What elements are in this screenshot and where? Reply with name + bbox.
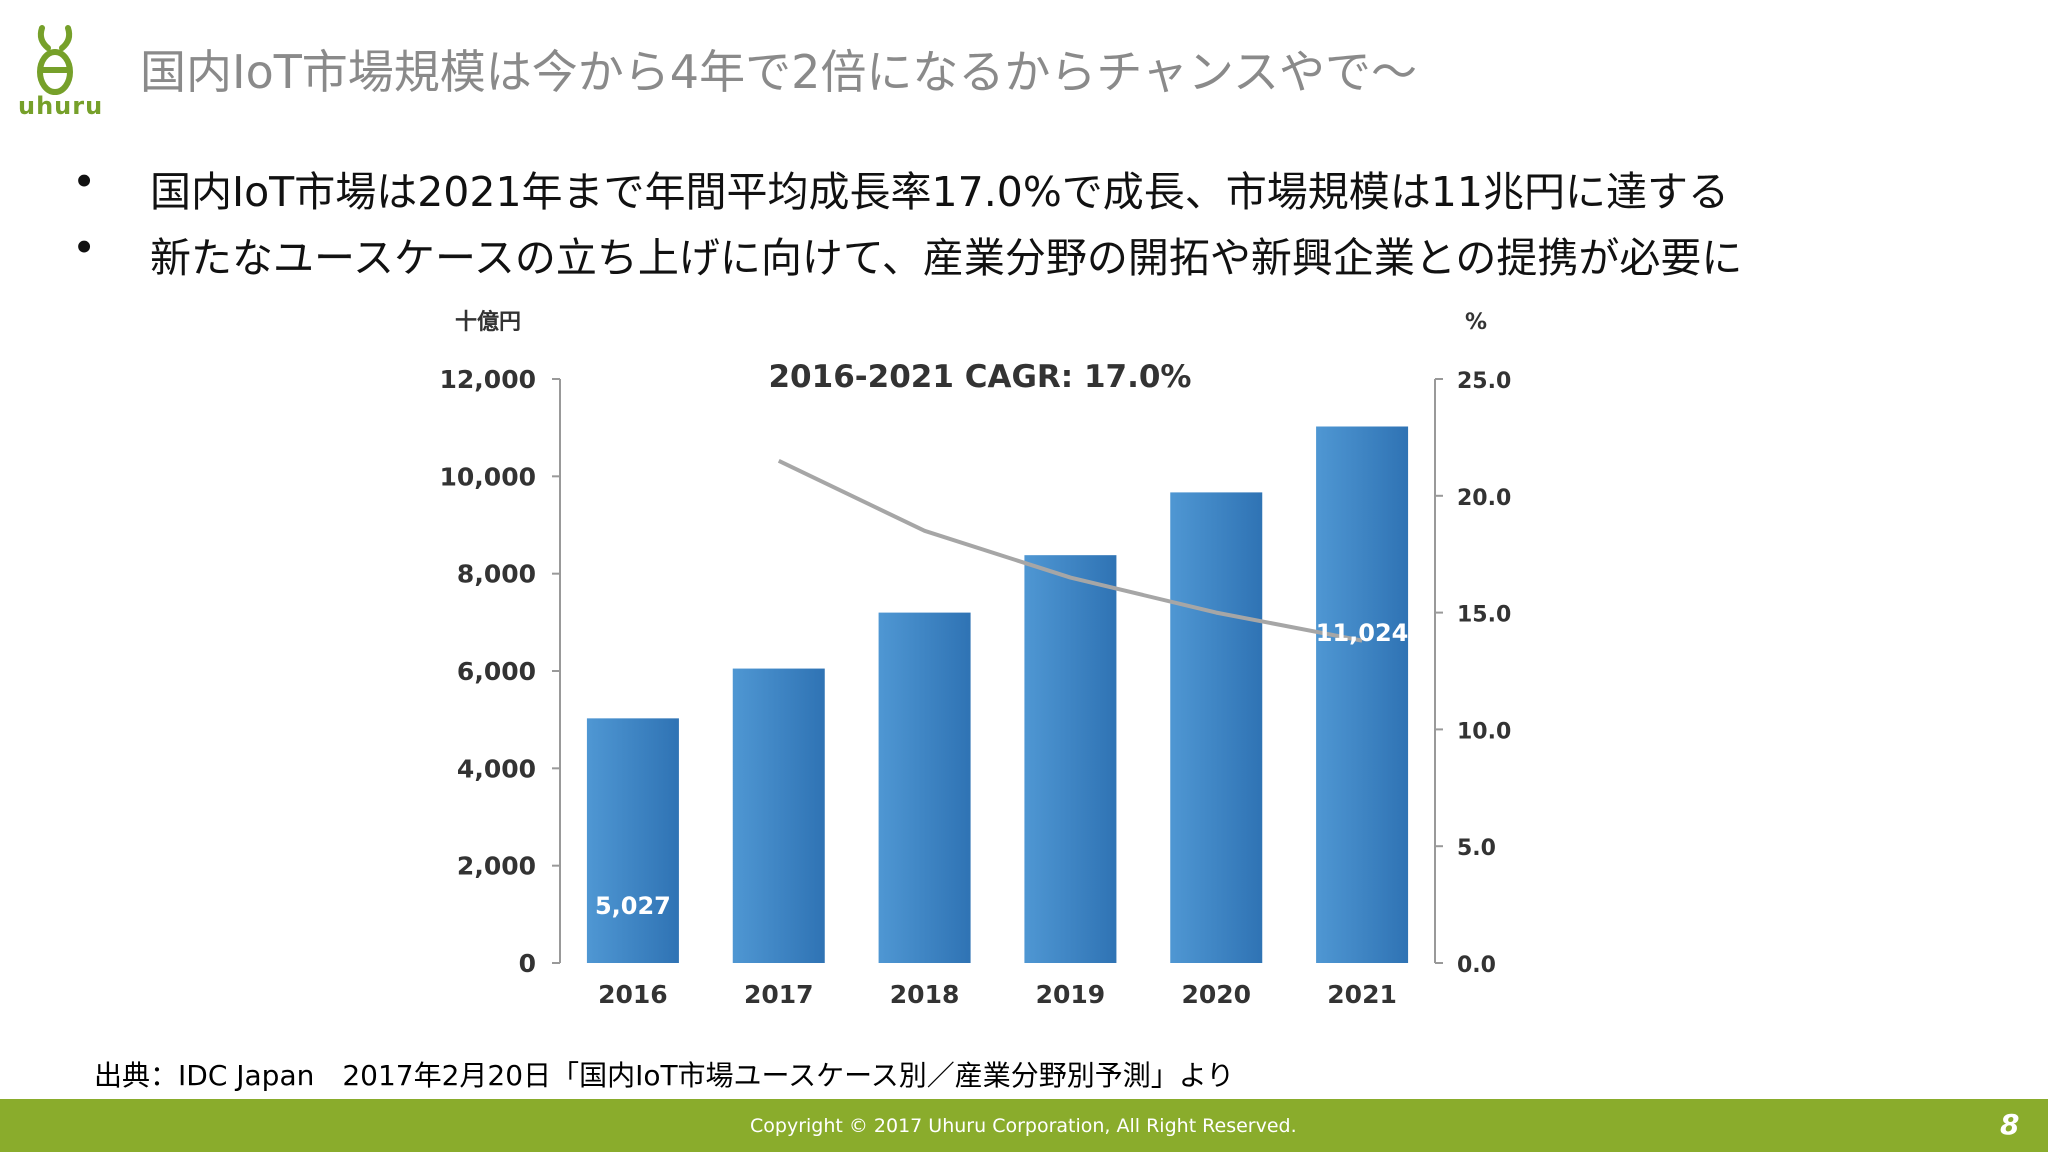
left-tick-label: 12,000 xyxy=(440,365,536,394)
slide-title: 国内IoT市場規模は今から4年で2倍になるからチャンスやで～ xyxy=(140,45,1417,99)
bullet-text: 新たなユースケースの立ち上げに向けて、産業分野の開拓や新興企業との提携が必要に xyxy=(150,234,1743,282)
page-number: 8 xyxy=(2000,1108,2020,1141)
cagr-line-series xyxy=(777,458,1363,643)
bar-2019 xyxy=(1024,555,1117,963)
bullet-marker: • xyxy=(72,224,97,272)
right-tick-label: 0.0 xyxy=(1457,953,1496,978)
x-tick-label: 2021 xyxy=(1327,980,1397,1009)
bullet-marker: • xyxy=(72,158,97,206)
data-label-2016: 5,027 xyxy=(595,892,671,920)
market-size-chart: 0 2,000 4,000 6,000 8,000 10,000 12,000 0.0 5.0 1… xyxy=(440,309,1512,1009)
right-tick-label: 5.0 xyxy=(1457,836,1496,861)
left-tick-label: 2,000 xyxy=(457,852,536,881)
uhuru-logo-icon xyxy=(37,25,73,95)
bar-2021 xyxy=(1316,426,1409,963)
footer-bar xyxy=(0,1099,2048,1152)
left-tick-label: 8,000 xyxy=(457,560,536,589)
right-tick-label: 25.0 xyxy=(1457,369,1511,394)
bullet-text: 国内IoT市場は2021年まで年間平均成長率17.0%で成長、市場規模は11兆円… xyxy=(150,168,1729,216)
left-tick-label: 10,000 xyxy=(440,462,536,491)
x-tick-label: 2016 xyxy=(598,980,668,1009)
bar-2017 xyxy=(732,668,825,963)
right-tick-label: 20.0 xyxy=(1457,486,1511,511)
chart-title: 2016-2021 CAGR: 17.0% xyxy=(768,359,1191,395)
left-axis-unit-label: 十億円 xyxy=(455,309,521,335)
bar-2018 xyxy=(878,612,971,963)
right-axis-unit-label: % xyxy=(1465,310,1487,335)
left-tick-label: 4,000 xyxy=(457,754,536,783)
right-tick-label: 15.0 xyxy=(1457,603,1511,628)
x-tick-label: 2020 xyxy=(1181,980,1251,1009)
x-tick-label: 2019 xyxy=(1036,980,1106,1009)
data-label-2021: 11,024 xyxy=(1316,619,1409,647)
right-tick-label: 10.0 xyxy=(1457,719,1511,744)
x-tick-label: 2017 xyxy=(744,980,814,1009)
logo-text: uhuru xyxy=(18,92,104,120)
copyright-text: Copyright © 2017 Uhuru Corporation, All … xyxy=(750,1115,1297,1137)
source-citation: 出典：IDC Japan 2017年2月20日「国内IoT市場ユースケース別／産… xyxy=(94,1059,1235,1092)
left-tick-label: 6,000 xyxy=(457,657,536,686)
bar-2016 xyxy=(586,718,679,963)
left-tick-label: 0 xyxy=(519,949,536,978)
x-tick-label: 2018 xyxy=(890,980,960,1009)
bar-2020 xyxy=(1170,492,1263,963)
